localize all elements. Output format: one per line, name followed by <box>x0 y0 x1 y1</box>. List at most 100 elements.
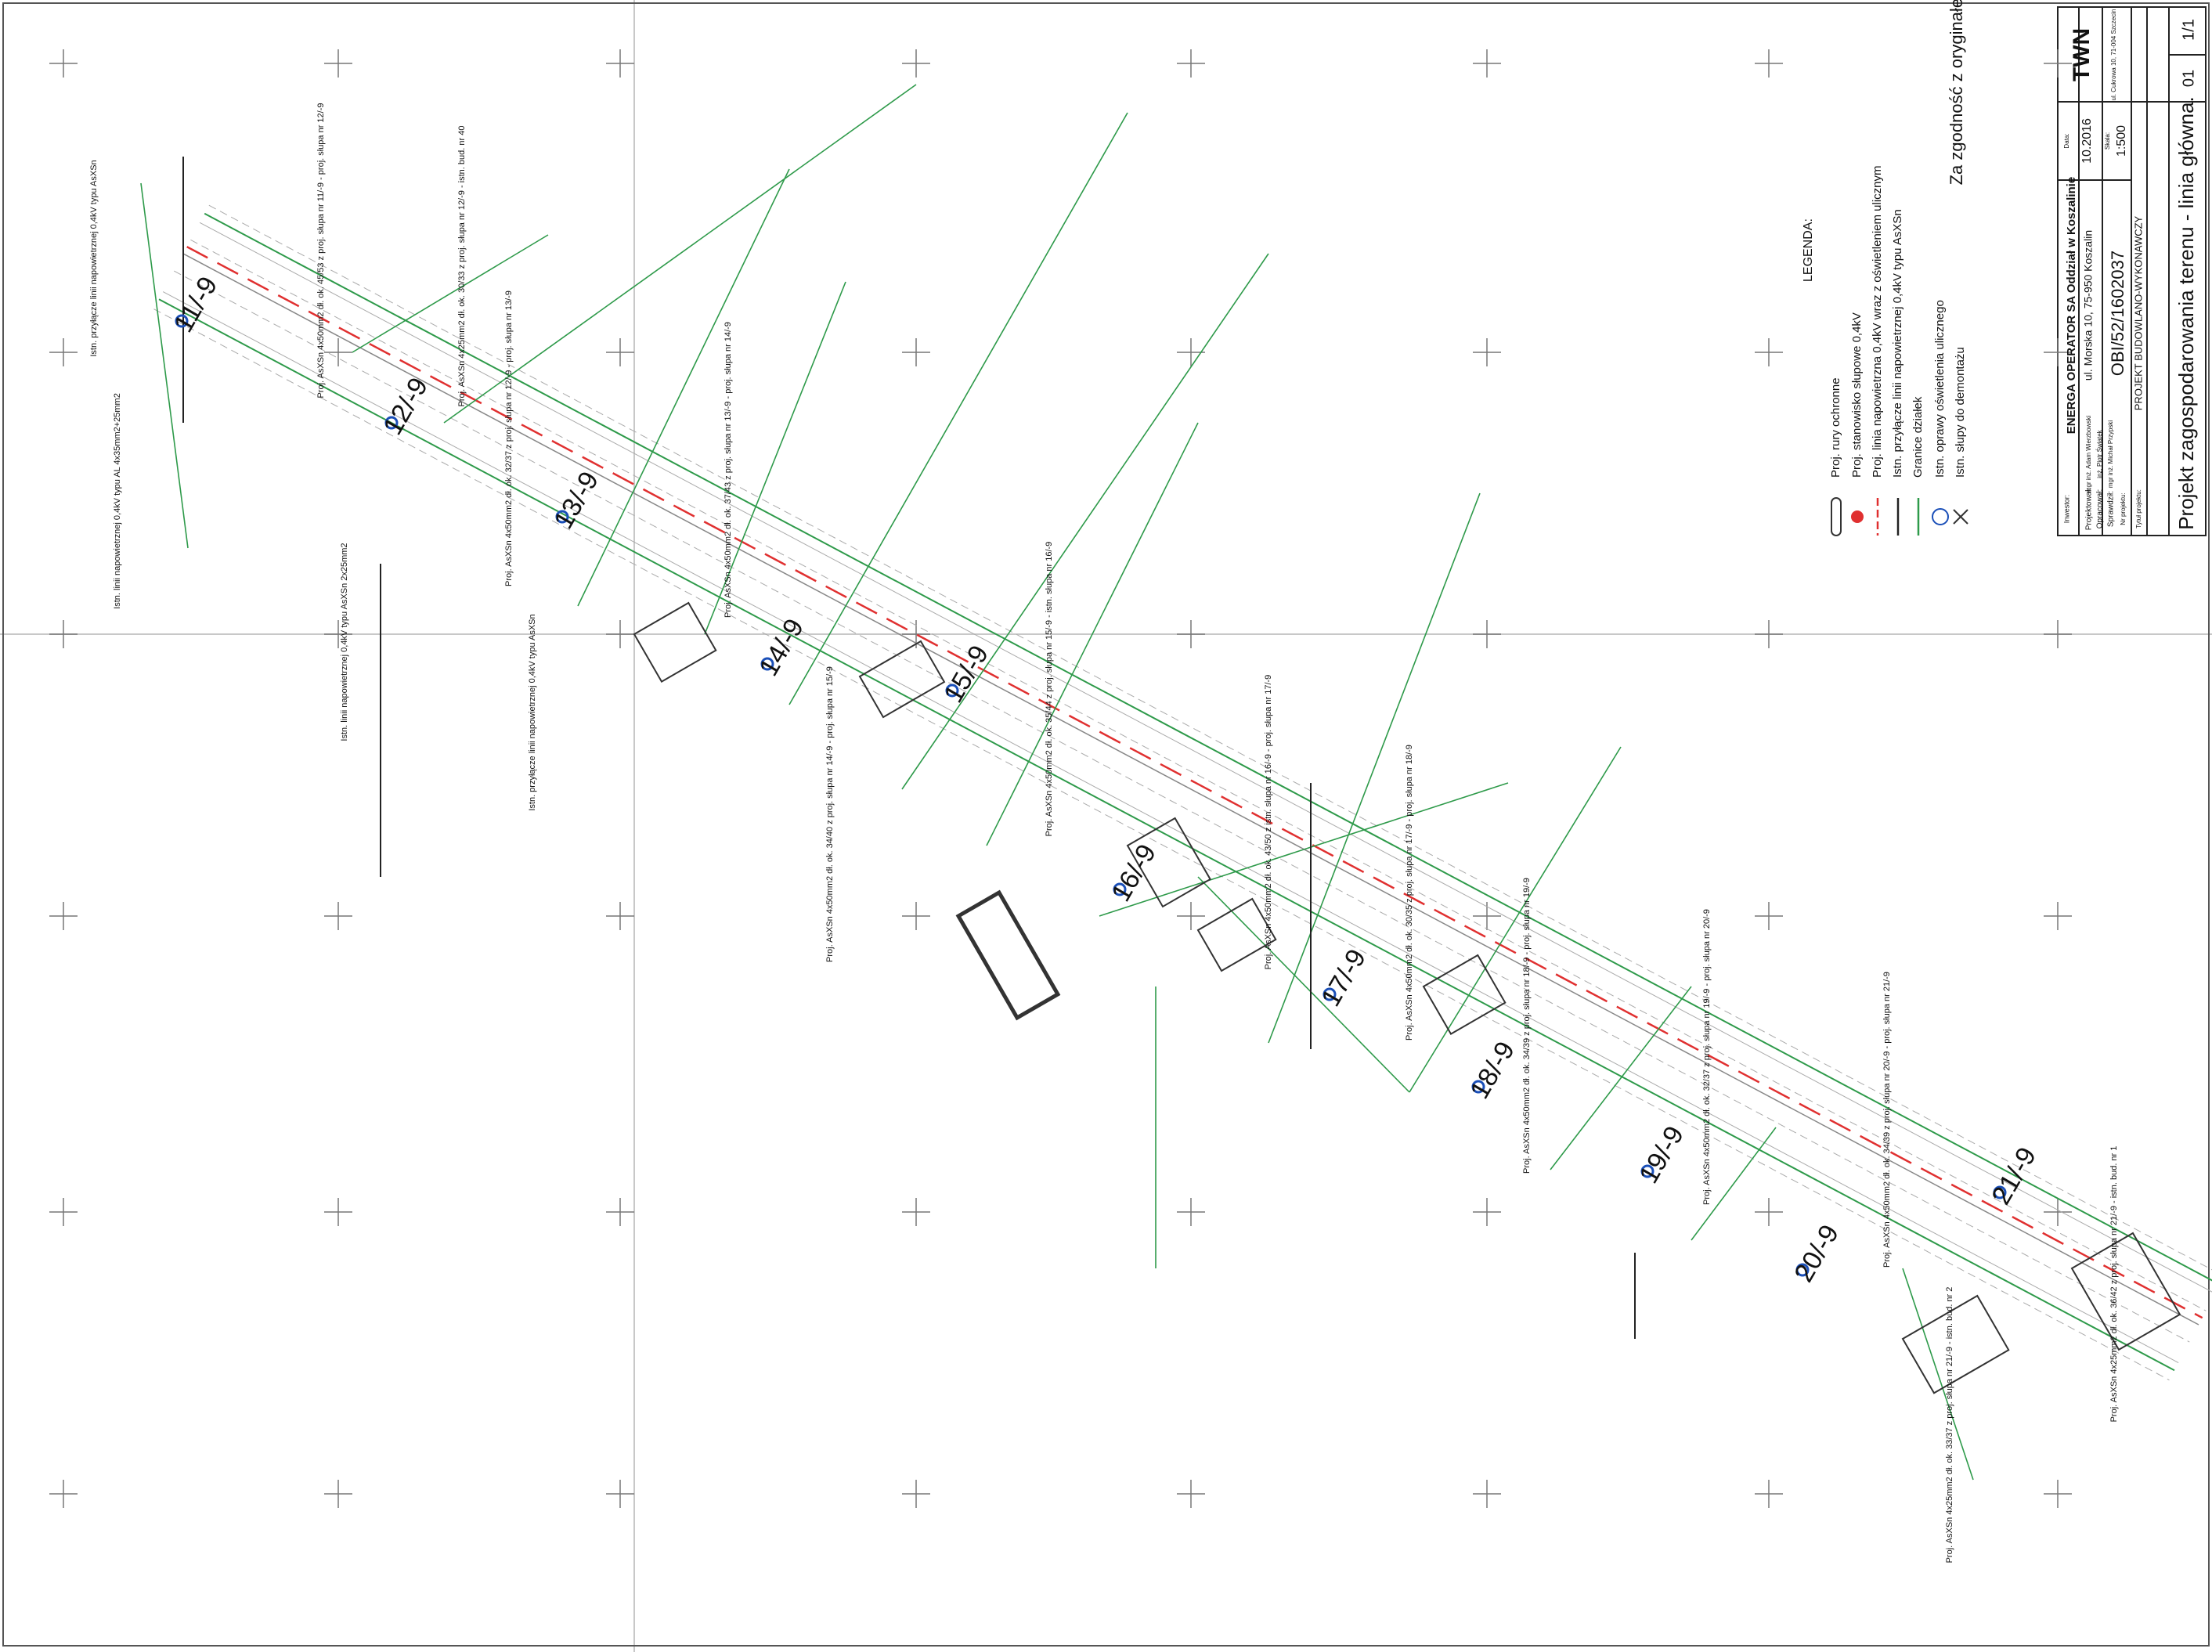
parcel-boundary <box>986 422 1199 846</box>
parcel-boundary <box>577 168 790 607</box>
legend-symbol <box>1932 508 1949 525</box>
stamp: Za zgodność z oryginałem <box>1947 0 1966 185</box>
parcel-boundary <box>1099 782 1509 917</box>
legend-item: Istn. przyłącze linii napowietrznej 0,4k… <box>1891 209 1904 478</box>
parcel-boundary <box>704 281 846 635</box>
parcel-boundary <box>1691 1127 1777 1241</box>
parcel-boundary <box>901 253 1269 790</box>
parcel-boundary <box>1550 986 1692 1170</box>
tb-drawing-title: Projekt zagospodarowania terenu - linia … <box>2174 96 2198 530</box>
pole-marker <box>175 314 189 328</box>
building <box>633 601 717 683</box>
legend-title: LEGENDA: <box>1802 218 1815 282</box>
tb-sheet: 1/1 <box>2180 19 2197 41</box>
lines-layer <box>49 49 2212 1508</box>
tb-company: TWN <box>2069 28 2095 81</box>
tb-project-type: PROJEKT BUDOWLANO-WYKONAWCZY <box>2132 215 2144 410</box>
tb-person: inż. Piotr Świątek <box>2096 429 2103 478</box>
proposed-line <box>186 246 2203 1319</box>
parcel-boundary <box>1268 492 1481 1044</box>
parcel-boundary <box>140 182 189 549</box>
road-edge <box>174 270 2190 1343</box>
pole-marker <box>1795 1263 1810 1277</box>
pole-marker <box>760 657 774 671</box>
road-edge <box>162 291 2179 1364</box>
parcel-boundary <box>352 234 549 353</box>
tb-label: Opracował: <box>2096 489 2105 529</box>
tb-scale: 1:500 <box>2115 125 2128 157</box>
cable-annotation: Istn. linii napowietrznej 0,4kV typu AsX… <box>340 543 349 741</box>
cable-annotation: Istn. przyłącze linii napowietrznej 0,4k… <box>89 160 99 356</box>
building <box>1422 954 1507 1035</box>
parcel-boundary <box>1197 876 1410 1093</box>
tb-person: mgr inż. Adam Wierzbowski <box>2085 416 2092 492</box>
legend-item: Istn. oprawy oświetlenia ulicznego <box>1933 300 1947 478</box>
tb-label: Sprawdził: <box>2107 491 2116 527</box>
tb-date: 10.2016 <box>2080 118 2094 164</box>
tb-label: Projektował: <box>2085 488 2094 530</box>
road-edge <box>190 239 2207 1311</box>
title-block <box>2057 6 2207 536</box>
tb-company-address: ul. Cukrowa 10, 71-004 Szczecin <box>2110 9 2117 101</box>
building <box>1901 1294 2010 1394</box>
building <box>858 640 946 719</box>
cable-annotation: Proj. AsXSn 4x50mm2 dł. ok. 32/37 z proj… <box>1702 909 1712 1205</box>
pole-marker <box>384 416 399 430</box>
cable-annotation: Proj. AsXSn 4x25mm2 dł. ok. 36/42 z proj… <box>2109 1146 2119 1423</box>
building <box>1126 817 1211 908</box>
building <box>955 889 1061 1021</box>
road-edge <box>182 253 2199 1326</box>
pole-marker <box>1323 987 1337 1001</box>
legend-item: Istn. słupy do demontażu <box>1954 347 1967 478</box>
legend-item: Proj. stanowisko słupowe 0,4kV <box>1850 312 1864 478</box>
cable-annotation: Proj. AsXSn 4x25mm2 dł. ok. 30/33 z proj… <box>457 126 467 407</box>
tb-drawing-no: 01 <box>2180 70 2197 87</box>
tb-investor: ENERGA OPERATOR SA Oddział w Koszalinie <box>2065 177 2078 434</box>
tb-person: mgr inż. Michał Przypski <box>2107 420 2114 488</box>
pole-marker <box>1113 882 1127 896</box>
road-edge <box>153 308 2170 1381</box>
parcel-boundary <box>788 112 1128 705</box>
parcel-boundary <box>1409 746 1622 1093</box>
tb-label: Nr projektu: <box>2120 492 2127 525</box>
parcel-boundary <box>158 298 2175 1372</box>
building <box>1196 897 1277 972</box>
tb-address: ul. Morska 10, 75-950 Koszalin <box>2082 230 2095 381</box>
cable-annotation: Proj. AsXSn 4x50mm2 dł. ok. 34/39 z proj… <box>1882 972 1892 1268</box>
cable-annotation: Istn. linii napowietrznej 0,4kV typu AL … <box>113 393 122 609</box>
tb-label: Skala: <box>2104 132 2111 150</box>
legend-symbol <box>1851 510 1864 523</box>
pole-marker <box>1471 1080 1485 1094</box>
legend-symbol <box>1831 497 1842 536</box>
cable-annotation: Proj. AsXSn 4x50mm2 dł. ok. 43/50 z istn… <box>1264 675 1273 970</box>
cable-annotation: Proj. AsXSn 4x25mm2 dł. ok. 33/37 z proj… <box>1945 1287 1954 1564</box>
tb-label: Data: <box>2063 133 2070 148</box>
pole-marker <box>555 510 569 524</box>
cable-annotation: Istn. przyłącze linii napowietrznej 0,4k… <box>528 614 537 810</box>
legend-item: Proj. linia napowietrzna 0,4kV wraz z oś… <box>1871 166 1884 478</box>
cable-annotation: Proj. AsXSn 4x50mm2 dł. ok. 32/37 z proj… <box>504 290 514 586</box>
tb-label: Tytuł projektu: <box>2135 489 2142 528</box>
pole-marker <box>1993 1185 2007 1199</box>
cable-annotation: Proj. AsXSn 4x50mm2 dł. ok. 35/44 z proj… <box>1045 542 1054 837</box>
road-edge <box>208 204 2212 1271</box>
road-edge <box>199 222 2212 1293</box>
parcel-boundary <box>443 84 917 424</box>
cable-annotation: Proj. AsXSn 4x50mm2 dł. ok. 34/39 z proj… <box>1522 878 1532 1174</box>
cable-annotation: Proj. AsXSn 4x50mm2 dł. ok. 30/35 z proj… <box>1405 745 1414 1041</box>
cable-annotation: Proj. AsXSn 4x50mm2 dł. ok. 37/43 z proj… <box>724 322 733 618</box>
parcel-boundary <box>204 212 2212 1282</box>
legend-item: Proj. rury ochronne <box>1829 377 1842 478</box>
tb-project-no: OBI/52/1602037 <box>2108 251 2127 376</box>
tb-label: Inwestor: <box>2062 495 2070 524</box>
cable-annotation: Proj. AsXSn 4x50mm2 dł. ok. 45/53 z proj… <box>316 103 326 398</box>
legend-item: Granice działek <box>1911 396 1925 478</box>
building <box>2070 1232 2181 1351</box>
cable-annotation: Proj. AsXSn 4x50mm2 dł. ok. 34/40 z proj… <box>825 666 835 962</box>
legend-symbol <box>1953 509 1968 525</box>
pole-marker <box>1640 1164 1654 1178</box>
